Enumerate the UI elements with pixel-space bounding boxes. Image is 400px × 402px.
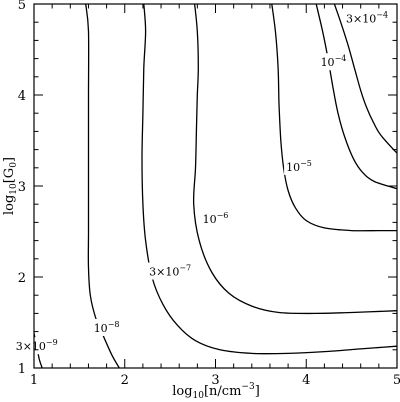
y-tick-label: 5 (18, 0, 26, 13)
contour-label: 10−5 (286, 159, 312, 174)
contour-lines (34, 4, 397, 368)
contour-label-background (13, 337, 60, 355)
axes (33, 3, 398, 369)
tick-labels: 1 2 3 4 5 1 2 3 4 5 (18, 0, 400, 388)
contour-label-background (147, 262, 194, 280)
x-tick-label: 4 (302, 373, 310, 388)
contour-label-background (318, 53, 349, 71)
contour-label: 10−8 (94, 320, 120, 335)
y-axis-title: log10[G0] (2, 157, 19, 215)
contour-label-background (344, 9, 391, 27)
y-tick-label: 3 (18, 180, 26, 195)
x-tick-label: 3 (211, 373, 219, 388)
contour-label: 3×10−7 (149, 264, 191, 279)
contour-labels: 3×10−910−83×10−710−610−510−43×10−4 (13, 9, 391, 355)
x-tick-label: 2 (121, 373, 129, 388)
contour-line (315, 4, 397, 190)
contour-label: 3×10−4 (346, 11, 388, 26)
contour-label: 10−6 (203, 211, 229, 226)
contour-label-background (284, 157, 314, 175)
contour-label: 10−4 (321, 54, 347, 69)
y-tick-label: 1 (18, 362, 26, 377)
y-tick-label: 4 (18, 89, 26, 104)
y-tick-label: 2 (18, 271, 26, 286)
contour-line (271, 4, 397, 232)
contour-line (333, 4, 397, 154)
x-tick-label: 5 (393, 373, 400, 388)
contour-line (141, 4, 397, 355)
contour-line (192, 4, 397, 315)
contour-line (85, 4, 120, 368)
x-axis-title: log10[n/cm−3] (172, 382, 260, 401)
contour-label-background (91, 318, 122, 336)
x-tick-label: 1 (30, 373, 38, 388)
contour-label-background (200, 209, 231, 227)
